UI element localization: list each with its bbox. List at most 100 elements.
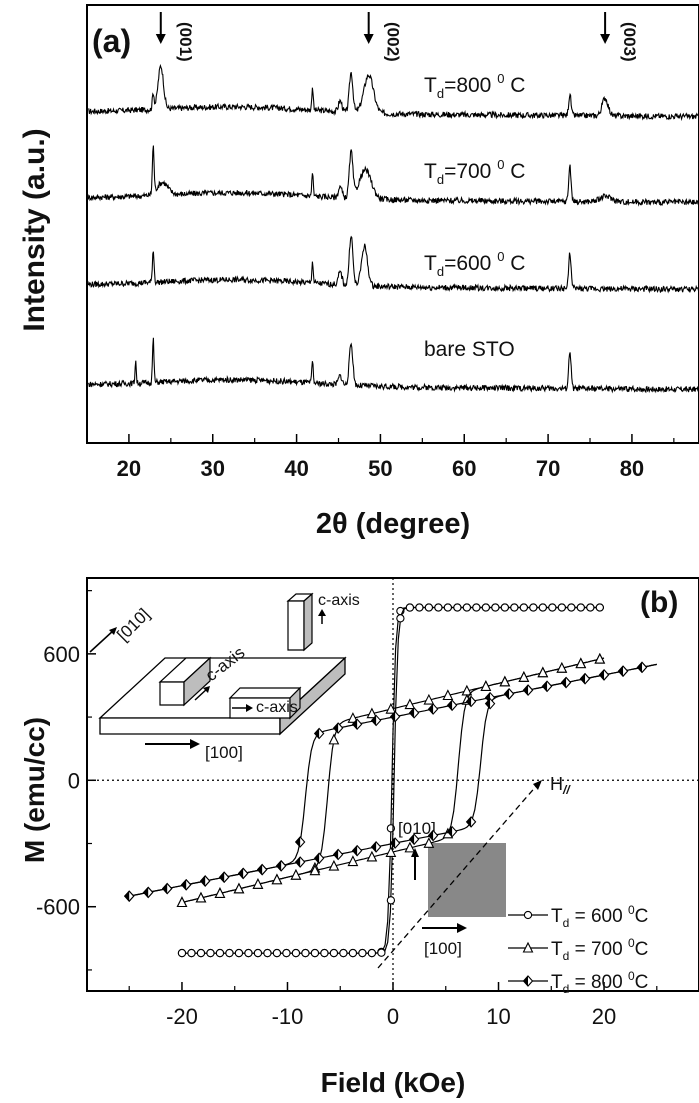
mh-point-2-fill bbox=[352, 719, 358, 730]
direction-100-arrowhead bbox=[190, 739, 200, 749]
mh-point-2-fill bbox=[466, 816, 472, 827]
mh-point-0 bbox=[500, 603, 509, 612]
panel-b-legend: Td = 600 0C Td = 700 0C Td = 800 0C bbox=[508, 903, 648, 996]
mh-point-0 bbox=[576, 603, 585, 612]
mh-point-2-fill bbox=[504, 688, 510, 699]
mh-point-1 bbox=[347, 712, 359, 723]
mh-point-0 bbox=[567, 603, 576, 612]
mh-point-0 bbox=[481, 603, 491, 612]
field-arrowhead bbox=[533, 780, 542, 790]
mh-point-1 bbox=[556, 661, 568, 673]
inset-grain-schematic: c-axis c-axis c-axis [010] [100] bbox=[89, 592, 360, 762]
panel-b-tag: (b) bbox=[640, 586, 678, 619]
panel-b-tick-labels: -20 -10 0 10 20 -600 0 600 bbox=[36, 642, 616, 1029]
mh-point-2-fill bbox=[447, 826, 453, 837]
grain-010-side bbox=[183, 656, 211, 707]
mh-point-1 bbox=[176, 896, 188, 908]
mh-point-2-fill bbox=[333, 723, 339, 734]
panel-a-x-axis-label: 2θ (degree) bbox=[316, 508, 470, 540]
legend-label-2: Td = 800 0C bbox=[551, 969, 648, 996]
mh-point-2-fill bbox=[523, 685, 529, 696]
mh-point-2-fill bbox=[466, 696, 472, 707]
c-axis-arrowhead-horiz bbox=[246, 704, 253, 712]
mh-point-2-fill bbox=[276, 860, 282, 871]
substrate-front-face bbox=[99, 717, 281, 735]
c-axis-arrowhead-vert bbox=[318, 609, 326, 616]
field-010-label: [010] bbox=[398, 819, 436, 838]
panel-a-frame bbox=[86, 4, 699, 444]
panel-a-x-tick-label: 50 bbox=[368, 456, 392, 481]
peak-label: (003) bbox=[620, 22, 639, 62]
mh-point-0 bbox=[396, 614, 405, 623]
mh-point-2-fill bbox=[181, 879, 187, 890]
mh-point-2-fill bbox=[390, 711, 396, 722]
xrd-series-label-2: Td=600 0 C bbox=[424, 249, 525, 279]
mh-point-0 bbox=[405, 603, 415, 612]
peak-label: (001) bbox=[176, 22, 195, 62]
mh-point-1 bbox=[385, 846, 397, 857]
mh-point-2-fill bbox=[238, 868, 244, 879]
panel-a-x-tick-label: 30 bbox=[201, 456, 225, 481]
mh-point-2-fill bbox=[143, 887, 149, 898]
xrd-series-label-0: Td=800 0 C bbox=[424, 71, 525, 101]
mh-point-0 bbox=[510, 603, 519, 612]
mh-point-2-fill bbox=[200, 876, 206, 887]
mh-point-1 bbox=[404, 841, 416, 853]
panel-a-curves bbox=[87, 63, 699, 394]
panel-a-x-tick-label: 20 bbox=[117, 456, 141, 481]
mh-point-1 bbox=[480, 680, 492, 691]
mh-point-1 bbox=[233, 882, 245, 894]
direction-100-label: [100] bbox=[205, 743, 243, 762]
panel-a-series-labels: Td=800 0 C Td=700 0 C Td=600 0 C bare STO bbox=[424, 71, 525, 361]
mh-point-0 bbox=[348, 948, 358, 958]
inset-field-direction: H// [010] [100] bbox=[377, 774, 571, 969]
peak-arrowhead bbox=[363, 34, 374, 44]
panel-b-x-tick-label: -20 bbox=[166, 1004, 198, 1029]
mh-point-2-fill bbox=[618, 666, 624, 677]
mh-point-1 bbox=[537, 666, 549, 678]
direction-010-arrowhead bbox=[109, 627, 117, 635]
mh-point-0 bbox=[415, 603, 424, 612]
panel-b-y-tick-label: 600 bbox=[43, 642, 80, 667]
c-axis-arrowhead-diag bbox=[203, 686, 210, 693]
panel-b-x-tick-label: 0 bbox=[387, 1004, 399, 1029]
mh-point-2-fill bbox=[295, 836, 301, 847]
mh-point-1 bbox=[385, 702, 397, 714]
mh-point-1 bbox=[423, 693, 435, 705]
mh-point-1 bbox=[442, 689, 454, 701]
mh-point-2-fill bbox=[352, 845, 358, 856]
mh-point-1 bbox=[290, 868, 302, 880]
field-dashed-line bbox=[377, 783, 539, 969]
mh-point-0 bbox=[367, 948, 377, 958]
panel-a-x-tick-labels: 20 30 40 50 60 70 80 bbox=[117, 456, 644, 481]
mh-point-0 bbox=[586, 603, 595, 612]
mh-point-0 bbox=[453, 603, 462, 612]
mh-point-0 bbox=[462, 603, 472, 612]
xrd-series-label-3: bare STO bbox=[424, 338, 515, 361]
xrd-series-label-1: Td=700 0 C bbox=[424, 157, 525, 187]
mh-point-2-fill bbox=[599, 669, 605, 680]
mh-point-2-fill bbox=[428, 704, 434, 715]
mh-point-2-fill bbox=[409, 834, 415, 845]
xrd-curve-0 bbox=[88, 63, 699, 122]
mh-point-2-fill bbox=[257, 864, 263, 875]
xrd-curve-1 bbox=[87, 145, 699, 207]
panel-b-x-tick-label: 10 bbox=[486, 1004, 510, 1029]
legend-marker-1 bbox=[522, 941, 534, 953]
mh-point-0 bbox=[244, 948, 253, 958]
mh-point-1 bbox=[423, 837, 435, 848]
mh-point-1 bbox=[366, 707, 378, 719]
mh-point-2-fill bbox=[314, 728, 320, 739]
mh-point-1 bbox=[195, 891, 207, 903]
mh-point-2-fill bbox=[561, 677, 567, 688]
panel-a-x-ticks bbox=[86, 434, 675, 443]
mh-point-2-fill bbox=[428, 830, 434, 841]
mh-point-0 bbox=[187, 948, 196, 958]
grain-vertical-side bbox=[303, 592, 313, 652]
grain-100-side bbox=[289, 686, 301, 720]
mh-point-2-fill bbox=[409, 707, 415, 718]
mh-point-1 bbox=[328, 733, 340, 745]
mh-point-2-fill bbox=[371, 841, 377, 852]
mh-point-0 bbox=[538, 603, 547, 612]
